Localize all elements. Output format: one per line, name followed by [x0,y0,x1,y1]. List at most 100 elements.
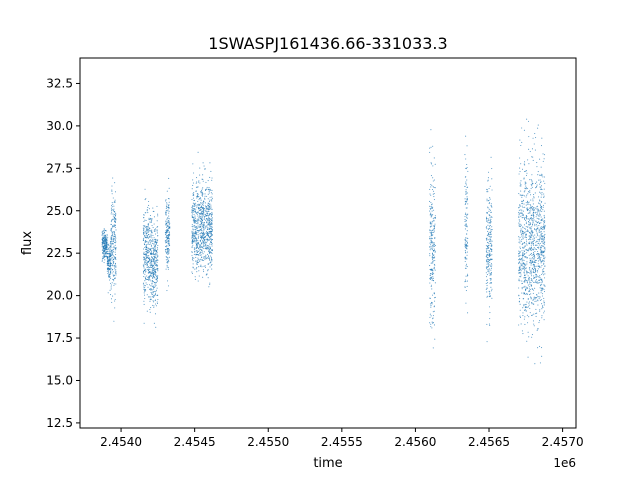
data-point [523,318,525,320]
data-point [531,180,533,182]
data-point [542,269,544,271]
data-point [103,229,105,231]
data-point [151,269,153,271]
data-point [155,263,157,265]
data-point [525,286,527,288]
data-point [530,247,532,249]
data-point [465,212,467,214]
data-point [200,216,202,218]
data-point [524,216,526,218]
data-point [429,278,431,281]
data-point [203,216,206,218]
data-point [543,277,546,279]
data-point [543,254,545,256]
data-point [486,198,488,200]
data-point [203,251,205,253]
data-point [540,288,542,290]
data-point [151,265,153,267]
data-point [530,207,533,209]
data-point [109,254,111,256]
data-point [528,304,530,306]
data-point [524,182,527,184]
data-point [112,209,114,211]
data-point [151,256,153,258]
data-point [150,253,152,255]
data-point [465,224,467,226]
data-point [518,238,520,240]
data-point [193,216,195,218]
data-point [113,283,115,285]
data-point [202,245,205,247]
data-point [526,229,528,231]
data-point [206,273,208,275]
data-point [539,199,541,201]
data-point [466,233,468,235]
data-point [191,188,193,190]
data-point [528,278,530,280]
data-point [488,269,490,271]
data-point [192,205,194,208]
data-point [485,238,487,240]
data-point [148,219,150,221]
data-point [527,212,529,214]
data-point [430,129,432,131]
data-point [526,280,528,282]
data-point [146,257,148,259]
data-point [154,241,156,243]
data-point [521,213,523,215]
data-point [193,222,195,224]
data-point [105,251,107,253]
data-point [157,248,159,250]
data-point [531,218,533,220]
data-point [111,235,113,237]
data-point [147,277,149,279]
data-point [529,189,531,191]
data-point [199,240,201,242]
data-point [533,277,535,279]
data-point [110,221,112,223]
data-point [527,284,529,286]
data-point [203,247,205,250]
data-point [486,280,488,282]
data-point [154,244,156,246]
data-point [149,272,151,274]
data-point [203,207,205,210]
data-point [429,274,431,276]
data-point [204,237,206,239]
data-point [114,307,116,309]
data-point [144,246,146,249]
data-point [198,266,200,268]
data-point [144,235,146,237]
data-point [103,239,105,241]
data-point [432,318,434,320]
data-point [112,210,115,212]
data-point [528,336,530,338]
data-point [487,245,489,247]
data-point [465,265,467,267]
data-point [488,323,491,325]
data-point [168,223,170,225]
data-point [542,204,544,206]
data-point [115,248,117,250]
data-point [143,276,145,278]
data-point [168,215,170,217]
data-point [465,263,468,265]
data-point [150,275,153,277]
data-point [464,224,466,226]
data-point [539,296,541,298]
data-point [524,323,526,325]
data-point [523,305,525,307]
data-point [537,196,540,198]
data-point [429,236,431,238]
data-point [533,281,535,283]
data-point [465,158,467,160]
data-point [207,222,209,224]
data-point [432,311,434,313]
data-point [208,215,210,217]
data-point [520,223,522,225]
data-point [518,278,520,280]
data-point [487,259,489,261]
data-point [165,232,167,234]
data-point [538,218,540,220]
data-point [431,203,433,205]
